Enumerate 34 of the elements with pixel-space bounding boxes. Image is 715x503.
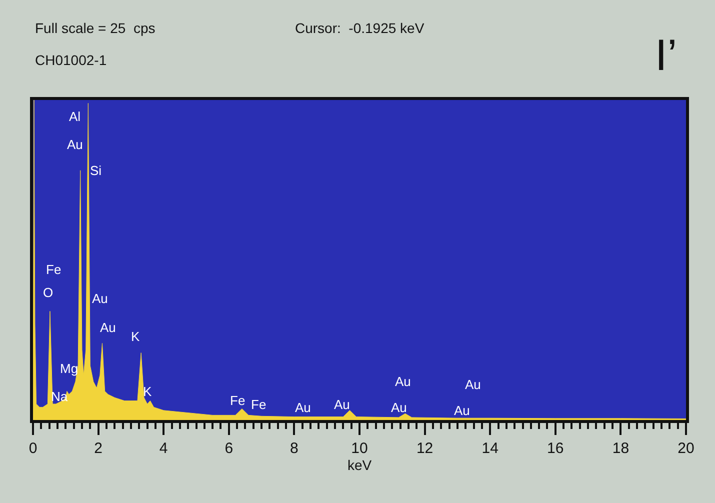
annotation: K: [143, 384, 152, 399]
x-tick-label: 6: [224, 440, 234, 457]
annotation: Au: [92, 291, 108, 306]
annotation: Mg: [60, 361, 78, 376]
annotation: O: [43, 285, 54, 300]
annotation: Si: [90, 163, 102, 178]
annotation: Au: [67, 137, 83, 152]
x-tick-label: 4: [159, 440, 168, 457]
x-tick-label: 14: [482, 440, 498, 457]
annotation: Fe: [46, 262, 62, 277]
annotation: Au: [100, 320, 116, 335]
x-tick-label: 18: [612, 440, 630, 457]
text: CH01002-1: [35, 52, 107, 68]
annotation: Au: [454, 403, 470, 418]
x-tick-label: 2: [94, 440, 102, 457]
x-axis-title: keV: [347, 457, 372, 473]
annotation: K: [131, 329, 140, 344]
annotation: Fe: [230, 393, 246, 408]
annotation: Au: [465, 377, 481, 392]
x-tick-label: 16: [547, 440, 564, 457]
x-tick-label: 0: [28, 440, 38, 457]
text: Cursor: -0.1925 keV: [295, 20, 425, 36]
annotation: Au: [334, 397, 350, 412]
x-tick-label: 12: [416, 440, 434, 457]
annotation: Au: [295, 400, 311, 415]
annotation: Al: [69, 109, 81, 124]
x-tick-label: 8: [290, 440, 298, 457]
annotation: Au: [391, 400, 407, 415]
annotation: Au: [395, 374, 411, 389]
text: I’: [655, 31, 677, 80]
x-tick-label: 20: [678, 440, 694, 457]
annotation: Fe: [251, 397, 266, 412]
text: Full scale = 25 cps: [35, 20, 156, 36]
x-tick-label: 10: [351, 440, 368, 457]
